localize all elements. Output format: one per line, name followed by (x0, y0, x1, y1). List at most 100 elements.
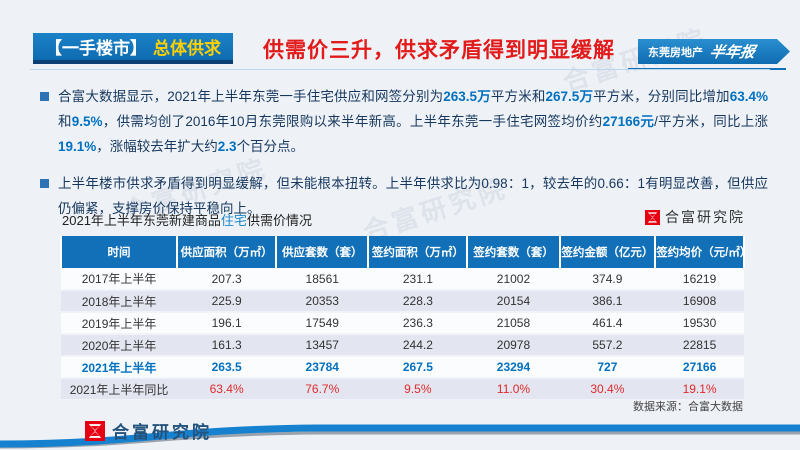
bullet-text: 合富大数据显示，2021年上半年东莞一手住宅供应和网签分别为263.5万平方米和… (58, 84, 768, 159)
table-row: 2021年上半年 263.5 23784 267.5 23294 727 27166 (61, 356, 744, 379)
table-brand-label: 合富研究院 (665, 209, 745, 225)
table-row: 2020年上半年 161.3 13457 244.2 20978 557.2 22815 (61, 334, 744, 357)
row-value: 225.9 (177, 290, 277, 313)
body-text: /平方米，同比上涨 (654, 114, 768, 129)
report-ribbon: 东莞房地产 半年报 (638, 39, 790, 64)
table-title-suffix: 供需价情况 (246, 213, 312, 228)
table-row: 2018年上半年 225.9 20353 228.3 20154 386.1 16908 (61, 290, 744, 313)
row-value: 76.7% (276, 378, 369, 401)
row-label: 2017年上半年 (61, 268, 178, 291)
row-value: 16219 (655, 268, 744, 291)
highlight-value: 2.3 (217, 139, 237, 154)
row-label: 2020年上半年 (61, 334, 178, 357)
table-title-highlight: 住宅 (220, 213, 247, 228)
row-value: 21002 (467, 268, 560, 291)
row-value: 20978 (467, 334, 560, 357)
hefu-logo-icon (85, 420, 105, 441)
table-column-header: 签约金额（亿元） (558, 236, 657, 268)
body-text: 平方米，分别同比增加 (593, 89, 730, 104)
row-value: 30.4% (559, 378, 656, 401)
row-label: 2021年上半年同比 (61, 378, 178, 401)
row-value: 23294 (467, 356, 560, 379)
table-row: 2021年上半年同比 63.4% 76.7% 9.5% 11.0% 30.4% 19.1% (61, 378, 744, 401)
row-label: 2018年上半年 (61, 290, 178, 313)
row-value: 63.4% (177, 378, 277, 401)
table-title: 2021年上半年东莞新建商品住宅供需价情况 (62, 210, 312, 229)
row-value: 461.4 (559, 312, 656, 335)
row-value: 244.2 (368, 334, 468, 357)
row-value: 11.0% (467, 378, 560, 401)
page-title: 供需价三升，供求矛盾得到明显缓解 (263, 39, 615, 62)
body-text: ，供需均创了2016年10月东莞限购以来半年新高。上半年东莞一手住宅网签均价约 (102, 114, 603, 129)
table-column-header: 供应套数（套） (275, 236, 370, 268)
row-label: 2021年上半年 (61, 356, 178, 379)
section-header: 【一手楼市】 总体供求 (33, 33, 233, 64)
table-column-header: 签约套数（套） (466, 236, 561, 268)
row-value: 13457 (276, 334, 369, 357)
body-text: 和 (58, 114, 72, 129)
row-value: 231.1 (368, 268, 468, 291)
bullet-item: 合富大数据显示，2021年上半年东莞一手住宅供应和网签分别为263.5万平方米和… (40, 84, 768, 159)
section-tag: 【一手楼市】 (45, 39, 147, 58)
row-value: 16908 (655, 290, 744, 313)
bullet-list: 合富大数据显示，2021年上半年东莞一手住宅供应和网签分别为263.5万平方米和… (40, 84, 768, 233)
row-value: 374.9 (559, 268, 656, 291)
highlight-value: 27166元 (602, 114, 655, 129)
ribbon-script: 半年报 (708, 44, 757, 61)
table-column-header: 签约面积（万㎡） (367, 236, 469, 268)
table-body: 2017年上半年 207.3 18561 231.1 21002 374.9 16219 20… (61, 268, 744, 401)
row-value: 267.5 (368, 356, 468, 379)
body-text: 上半年楼市供求矛盾得到明显缓解，但未能根本扭转。上半年供求比为0.98：1，较去… (58, 176, 768, 216)
footer-brand-label: 合富研究院 (112, 423, 212, 442)
header-rule (30, 69, 770, 70)
row-value: 207.3 (177, 268, 277, 291)
body-text: ，涨幅较去年扩大约 (96, 139, 218, 154)
highlight-value: 263.5万 (443, 89, 491, 104)
table-brand: 合富研究院 (645, 207, 745, 227)
supply-demand-table: 时间 供应面积（万㎡） 供应套数（套） 签约面积（万㎡） 签约套数（套） 签约金额（亿元）… (59, 236, 745, 401)
bullet-item: 上半年楼市供求矛盾得到明显缓解，但未能根本扭转。上半年供求比为0.98：1，较去… (40, 171, 768, 221)
highlight-value: 63.4% (729, 89, 768, 104)
ribbon-label: 东莞房地产 (648, 46, 703, 59)
row-value: 196.1 (177, 312, 277, 335)
row-value: 236.3 (368, 312, 468, 335)
bullet-square-icon (40, 92, 49, 101)
row-value: 19.1% (655, 378, 744, 401)
row-value: 18561 (276, 268, 369, 291)
hefu-logo-icon (645, 209, 660, 225)
row-value: 20353 (276, 290, 369, 313)
row-value: 17549 (276, 312, 369, 335)
table-title-prefix: 2021年上半年东莞新建商品 (62, 213, 221, 228)
highlight-value: 267.5万 (545, 89, 594, 104)
bullet-square-icon (40, 179, 49, 188)
table-row: 2017年上半年 207.3 18561 231.1 21002 374.9 16219 (61, 268, 744, 291)
bullet-text: 上半年楼市供求矛盾得到明显缓解，但未能根本扭转。上半年供求比为0.98：1，较去… (58, 171, 768, 221)
table-row: 2019年上半年 196.1 17549 236.3 21058 461.4 19530 (61, 312, 744, 335)
body-text: 个百分点。 (236, 139, 305, 154)
table-column-header: 签约均价（元/㎡） (654, 236, 745, 268)
body-text: 合富大数据显示，2021年上半年东莞一手住宅供应和网签分别为 (58, 89, 444, 104)
row-value: 228.3 (368, 290, 468, 313)
highlight-value: 19.1% (58, 139, 97, 154)
row-value: 21058 (467, 312, 560, 335)
row-label: 2019年上半年 (61, 312, 178, 335)
row-value: 386.1 (559, 290, 656, 313)
data-source-note: 数据来源：合富大数据 (633, 401, 743, 413)
row-value: 557.2 (559, 334, 656, 357)
row-value: 20154 (467, 290, 560, 313)
table-header-row: 时间 供应面积（万㎡） 供应套数（套） 签约面积（万㎡） 签约套数（套） 签约金额（亿元）… (59, 236, 745, 268)
row-value: 19530 (655, 312, 744, 335)
row-value: 161.3 (177, 334, 277, 357)
footer-brand: 合富研究院 (85, 418, 212, 443)
row-value: 23784 (276, 356, 369, 379)
table-column-header: 供应面积（万㎡） (176, 236, 278, 268)
row-value: 263.5 (177, 356, 277, 379)
row-value: 9.5% (368, 378, 468, 401)
body-text: 平方米和 (490, 89, 546, 104)
highlight-value: 9.5% (71, 114, 103, 129)
table-column-header: 时间 (59, 236, 179, 268)
section-subtitle: 总体供求 (153, 39, 221, 58)
row-value: 22815 (655, 334, 744, 357)
row-value: 727 (559, 356, 656, 379)
